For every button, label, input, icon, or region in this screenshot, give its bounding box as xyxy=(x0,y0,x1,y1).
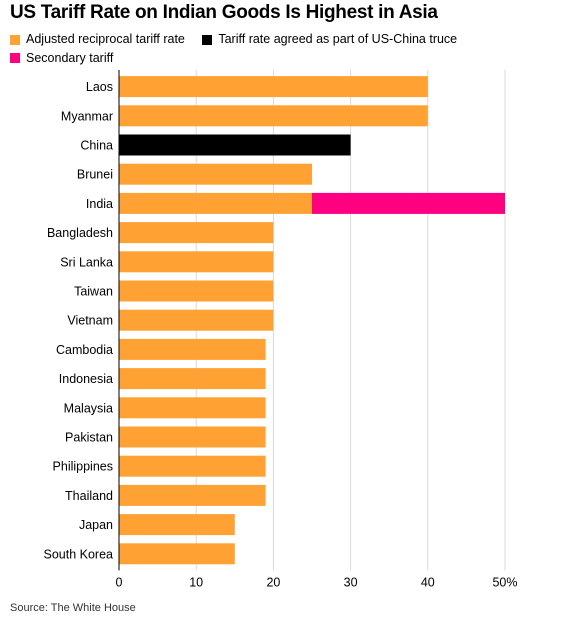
category-label-myanmar: Myanmar xyxy=(61,109,113,123)
category-label-indonesia: Indonesia xyxy=(59,372,113,386)
bar-thailand-series-0 xyxy=(119,484,266,506)
bar-vietnam-series-0 xyxy=(119,309,274,331)
chart-source: Source: The White House xyxy=(10,602,136,614)
category-label-malaysia: Malaysia xyxy=(64,401,113,415)
x-tick-label-40: 40 xyxy=(421,575,435,589)
bar-brunei-series-0 xyxy=(119,163,312,185)
legend-swatch-orange xyxy=(10,34,20,45)
category-label-taiwan: Taiwan xyxy=(74,285,113,299)
bar-south-korea-series-0 xyxy=(119,543,235,565)
legend-swatch-pink xyxy=(10,53,20,63)
legend-label-us-china-truce: Tariff rate agreed as part of US-China t… xyxy=(218,32,458,46)
category-label-brunei: Brunei xyxy=(77,168,113,182)
bar-china-series-1 xyxy=(119,134,351,156)
chart-title: US Tariff Rate on Indian Goods Is Highes… xyxy=(10,2,438,23)
legend-item-us-china-truce: Tariff rate agreed as part of US-China t… xyxy=(202,31,457,48)
legend-item-secondary-tariff: Secondary tariff xyxy=(10,50,113,67)
category-label-pakistan: Pakistan xyxy=(65,431,113,445)
bar-japan-series-0 xyxy=(119,514,235,536)
chart-legend: Adjusted reciprocal tariff rate Tariff r… xyxy=(10,31,570,68)
category-label-bangladesh: Bangladesh xyxy=(47,226,113,240)
bar-sri-lanka-series-0 xyxy=(119,251,274,273)
legend-item-adjusted-reciprocal: Adjusted reciprocal tariff rate xyxy=(10,31,185,48)
category-label-china: China xyxy=(80,139,113,153)
bar-pakistan-series-0 xyxy=(119,426,266,448)
bar-cambodia-series-0 xyxy=(119,338,266,360)
category-label-thailand: Thailand xyxy=(65,489,113,503)
bar-myanmar-series-0 xyxy=(119,105,428,127)
bar-philippines-series-0 xyxy=(119,455,266,477)
legend-label-secondary-tariff: Secondary tariff xyxy=(26,50,114,65)
bar-chart: Laos Myanmar China Brunei India Bangladesh Sri… xyxy=(44,70,518,589)
category-label-sri-lanka: Sri Lanka xyxy=(60,255,113,269)
category-label-philippines: Philippines xyxy=(53,460,113,474)
x-tick-label-30: 30 xyxy=(344,575,358,589)
bar-india-series-0 xyxy=(119,192,312,214)
category-label-laos: Laos xyxy=(86,80,113,94)
category-label-south-korea: South Korea xyxy=(44,547,114,561)
legend-label-adjusted-reciprocal: Adjusted reciprocal tariff rate xyxy=(26,32,185,46)
x-tick-label-20: 20 xyxy=(266,575,280,589)
category-label-vietnam: Vietnam xyxy=(67,314,113,328)
x-tick-label-10: 10 xyxy=(189,575,203,589)
category-label-cambodia: Cambodia xyxy=(56,343,113,357)
category-label-japan: Japan xyxy=(79,518,113,532)
bar-bangladesh-series-0 xyxy=(119,222,274,244)
bar-indonesia-series-0 xyxy=(119,368,266,390)
legend-swatch-black xyxy=(202,34,213,45)
x-tick-label-0: 0 xyxy=(116,575,123,589)
bar-taiwan-series-0 xyxy=(119,280,274,302)
bar-malaysia-series-0 xyxy=(119,397,266,419)
x-tick-label-50: 50% xyxy=(492,575,517,589)
bar-india-series-2 xyxy=(312,192,505,214)
bar-laos-series-0 xyxy=(119,76,428,98)
category-label-india: India xyxy=(86,197,113,211)
